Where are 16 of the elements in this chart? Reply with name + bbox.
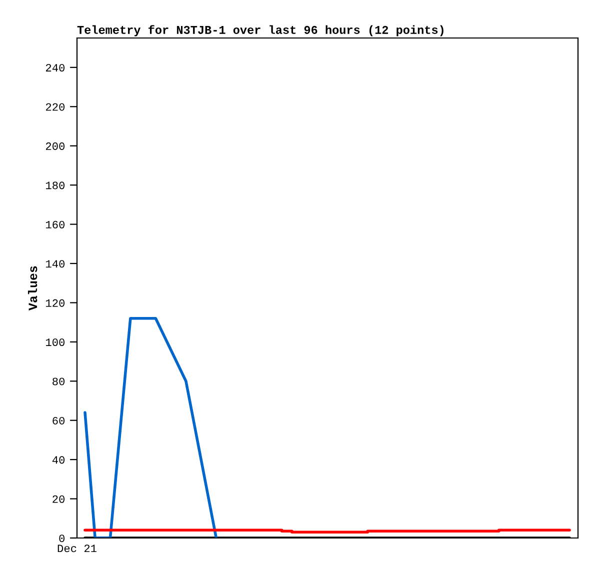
y-tick-label: 240 [46, 64, 65, 72]
y-tick-label: 80 [52, 378, 65, 386]
y-tick-label: 40 [52, 456, 65, 464]
chart-title: Telemetry for N3TJB-1 over last 96 hours (12 points) [77, 25, 444, 36]
y-tick-label: 100 [46, 338, 65, 346]
y-tick-label: 0 [59, 534, 65, 542]
y-tick-label: 140 [46, 260, 65, 268]
y-tick-label: 160 [46, 220, 65, 228]
text: Dec 21 [58, 544, 96, 552]
y-tick-label: 220 [46, 103, 65, 111]
y-tick-label: 180 [46, 182, 65, 190]
y-tick-label: 60 [52, 416, 65, 424]
y-axis-title: Values [28, 266, 38, 310]
y-tick-label: 200 [46, 142, 65, 150]
y-tick-label: 20 [52, 495, 65, 503]
y-tick-label: 120 [46, 299, 65, 307]
